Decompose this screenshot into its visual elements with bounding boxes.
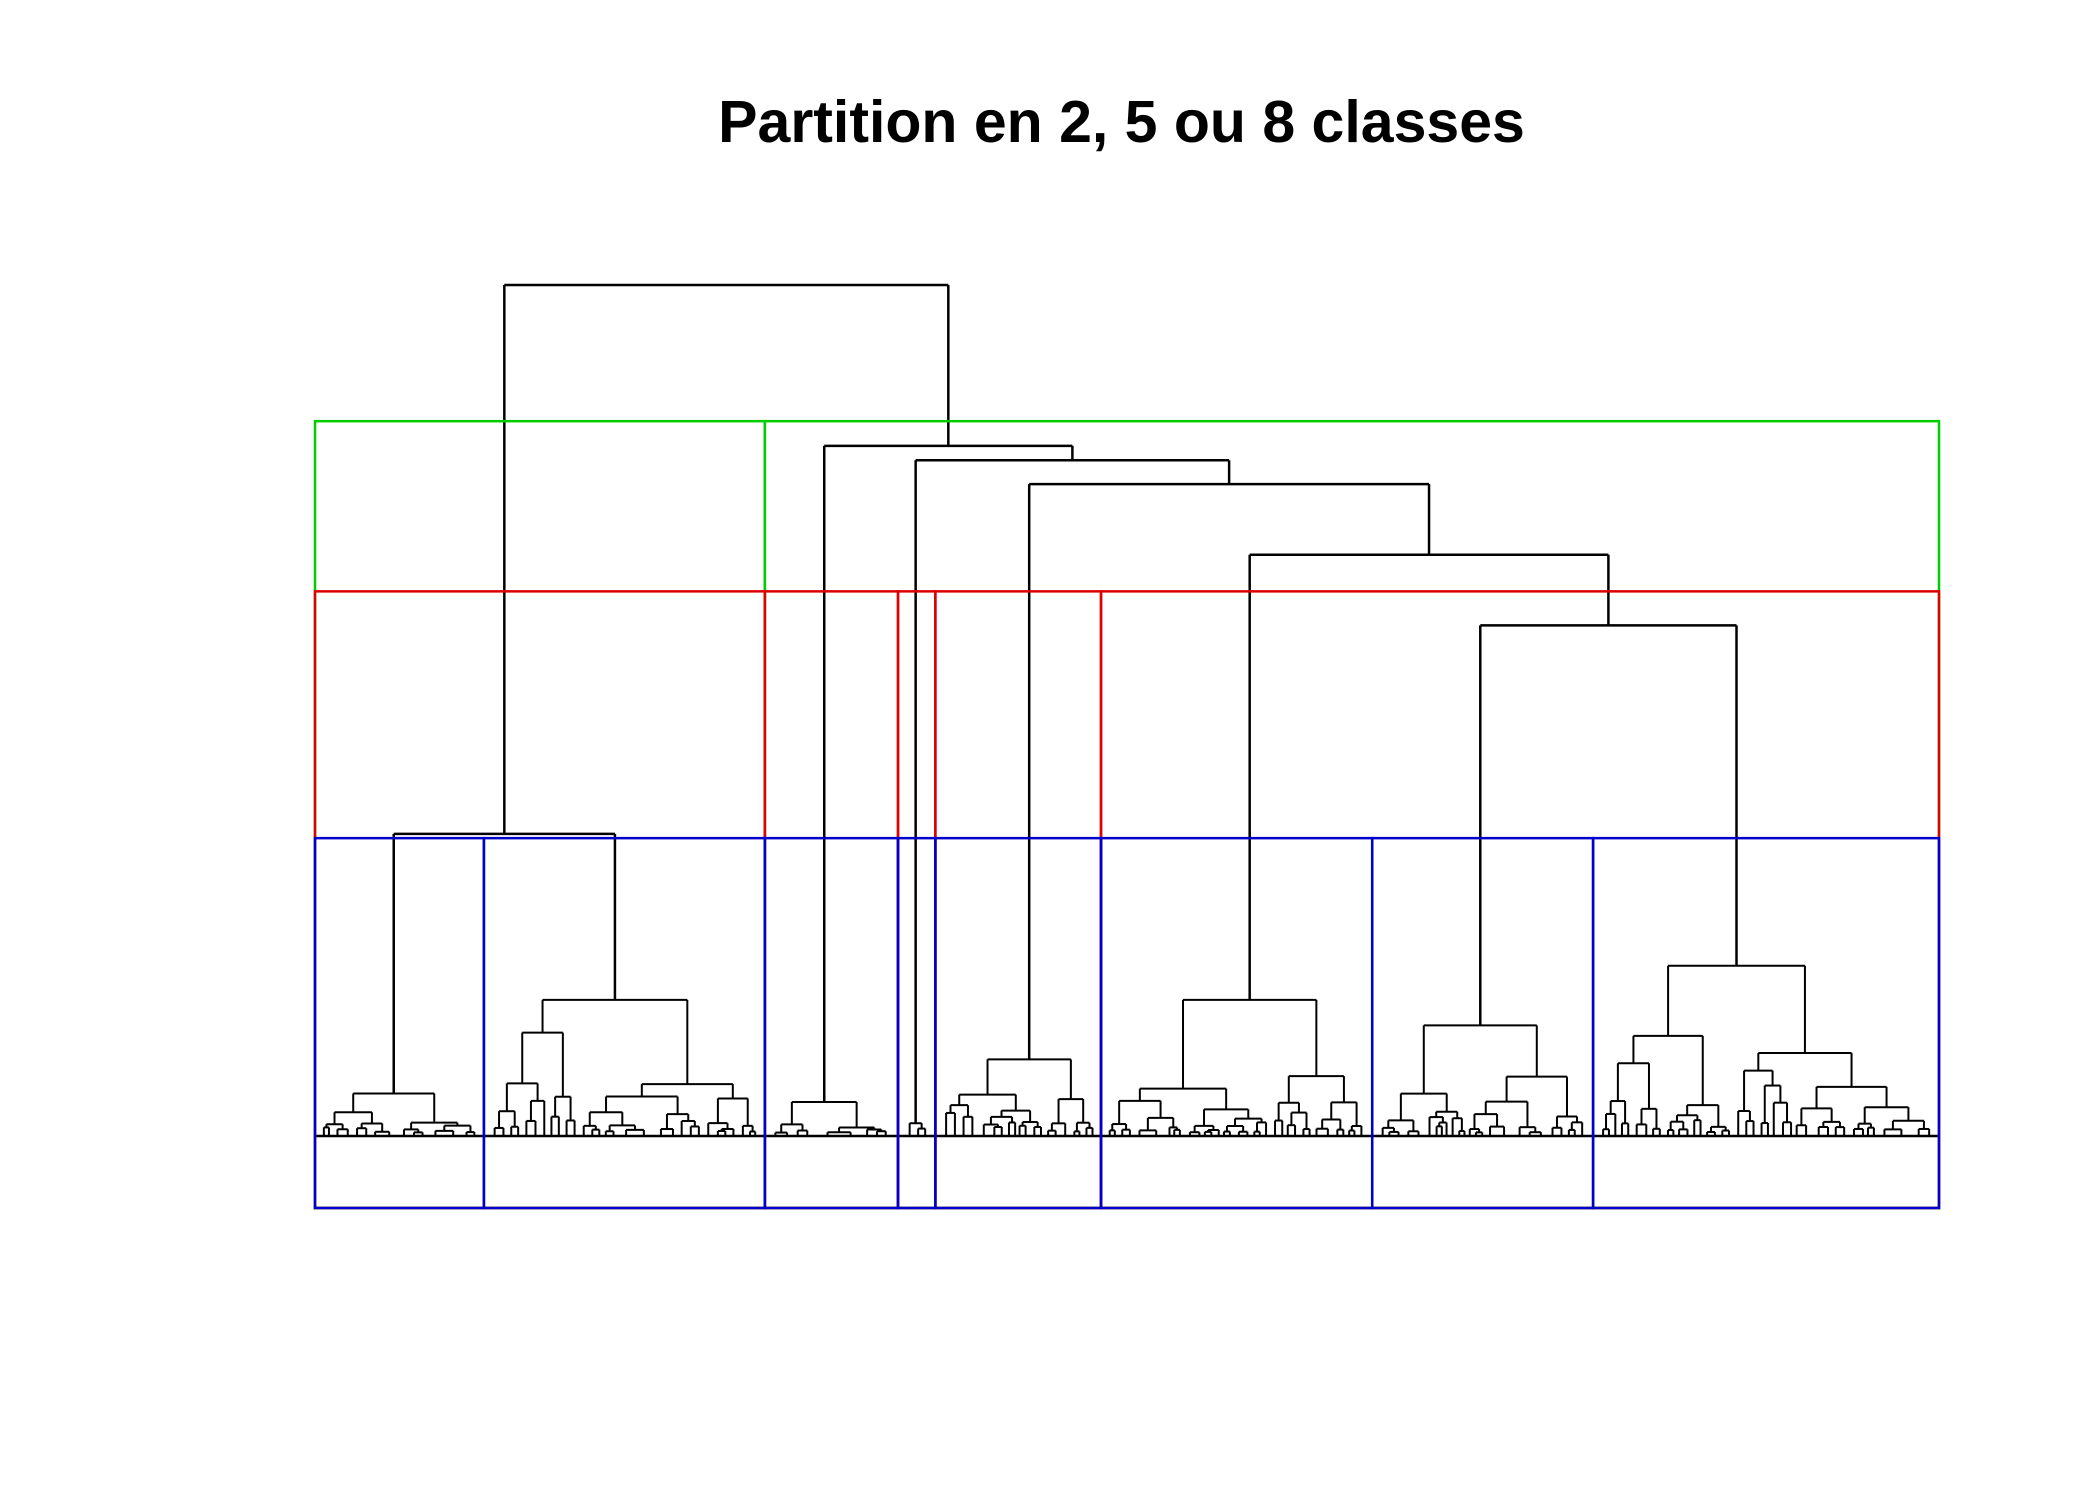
partition-3-class-box-6: [1099, 836, 1374, 1210]
partition-3-class-box-3: [763, 836, 900, 1210]
partition-1-class-box-2: [763, 419, 1941, 1210]
partition-3-class-box-5: [934, 836, 1103, 1210]
partition-2-class-box-5: [1099, 590, 1941, 1210]
partition-3-class-box-7: [1370, 836, 1595, 1210]
partition-3-class-box-8: [1591, 836, 1941, 1210]
partition-2-class-box-4: [934, 590, 1103, 1210]
partition-3-class-box-2: [482, 836, 767, 1210]
partition-2-class-box-1: [313, 590, 767, 1210]
partition-2-class-box-2: [763, 590, 900, 1210]
partition-3-class-box-1: [313, 836, 486, 1210]
chart-title: Partition en 2, 5 ou 8 classes: [718, 89, 1525, 155]
partition-1-class-box-1: [313, 419, 767, 1210]
